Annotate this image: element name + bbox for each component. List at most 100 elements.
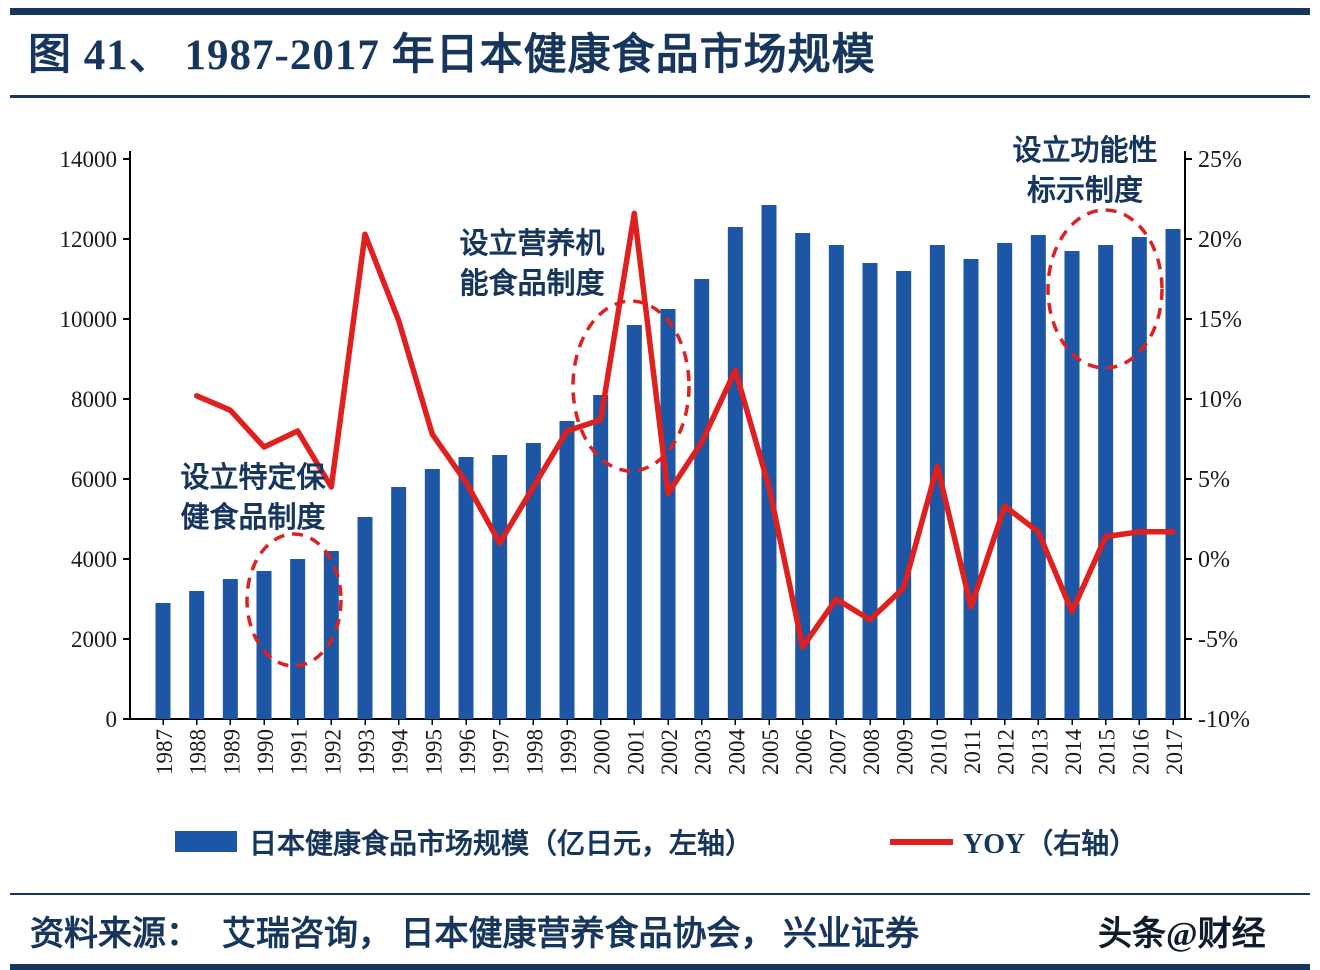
x-tick-label-2017: 2017 [1162, 729, 1187, 775]
bar-2015 [1098, 245, 1114, 719]
top-rule [10, 8, 1310, 15]
source-label: 资料来源： [30, 916, 200, 953]
bar-2007 [828, 245, 844, 719]
bar-2008 [862, 263, 878, 719]
bar-2003 [694, 279, 710, 719]
x-tick-label-2011: 2011 [960, 729, 985, 774]
bar-1988 [189, 591, 205, 719]
source-text: 艾瑞咨询， 日本健康营养食品协会， 兴业证券 [222, 916, 919, 953]
x-tick-label-2009: 2009 [893, 729, 918, 775]
left-tick-label: 0 [106, 707, 118, 732]
annotation-ellipse-0 [245, 532, 343, 668]
left-tick-label: 8000 [71, 387, 117, 412]
bar-2001 [626, 325, 642, 719]
x-tick-label-1997: 1997 [489, 729, 514, 775]
legend-bar-swatch [175, 831, 237, 852]
bottom-rule [10, 964, 1310, 970]
x-tick-label-1990: 1990 [253, 729, 278, 775]
x-tick-label-1988: 1988 [186, 729, 211, 775]
annotation-text-0: 健食品制度 [180, 500, 325, 534]
right-tick-label: 20% [1198, 227, 1242, 253]
x-tick-label-1999: 1999 [556, 729, 581, 775]
x-tick-label-2006: 2006 [792, 729, 817, 775]
x-tick-label-1998: 1998 [522, 729, 547, 775]
x-tick-label-2005: 2005 [758, 729, 783, 775]
x-tick-label-1991: 1991 [287, 729, 312, 775]
bar-1991 [290, 559, 306, 719]
right-tick-label: 5% [1198, 467, 1230, 493]
x-tick-label-2015: 2015 [1095, 729, 1120, 775]
x-tick-label-2000: 2000 [590, 729, 615, 775]
x-tick-label-2002: 2002 [657, 729, 682, 775]
bar-1989 [222, 579, 238, 719]
bar-1997 [492, 455, 508, 719]
x-tick-label-1994: 1994 [388, 729, 413, 776]
annotation-ellipse-1 [571, 299, 691, 473]
bar-2009 [896, 271, 912, 719]
bar-1987 [155, 603, 171, 719]
bar-1993 [357, 517, 373, 719]
x-tick-label-1993: 1993 [354, 729, 379, 775]
legend-bar-label: 日本健康食品市场规模（亿日元，左轴） [249, 827, 753, 860]
bar-2002 [660, 309, 676, 719]
annotation-text-1: 能食品制度 [459, 266, 604, 300]
watermark: 头条@财经 [1098, 916, 1266, 953]
x-tick-label-2003: 2003 [691, 729, 716, 775]
x-tick-label-2014: 2014 [1061, 729, 1086, 776]
bar-2013 [1030, 235, 1046, 719]
x-tick-label-2001: 2001 [623, 729, 648, 775]
figure-title: 图 41、 1987-2017 年日本健康食品市场规模 [28, 32, 876, 79]
yoy-line [193, 210, 1176, 650]
bar-2005 [761, 205, 777, 719]
right-tick-label: -10% [1198, 707, 1250, 733]
bar-2014 [1064, 251, 1080, 719]
left-tick-label: 6000 [71, 467, 117, 492]
bar-1998 [525, 443, 541, 719]
footer-divider [10, 893, 1310, 895]
x-tick-label-1996: 1996 [455, 729, 480, 775]
x-tick-label-2010: 2010 [926, 729, 951, 775]
bar-2012 [997, 243, 1013, 719]
x-tick-label-2013: 2013 [1027, 729, 1052, 775]
annotation-ellipse-2 [1046, 208, 1164, 370]
annotation-text-2: 设立功能性 [1012, 133, 1157, 167]
bar-1994 [391, 487, 407, 719]
source-row: 资料来源： 艾瑞咨询， 日本健康营养食品协会， 兴业证券 [30, 906, 919, 955]
x-tick-label-2004: 2004 [724, 729, 749, 776]
x-tick-label-1989: 1989 [219, 729, 244, 775]
bar-2016 [1131, 237, 1147, 719]
x-tick-label-2008: 2008 [859, 729, 884, 775]
left-tick-label: 4000 [71, 547, 117, 572]
bar-1992 [323, 551, 339, 719]
bar-1990 [256, 571, 272, 719]
bar-1999 [559, 421, 575, 719]
left-tick-label: 10000 [60, 307, 118, 332]
bar-2004 [727, 227, 743, 719]
right-tick-label: 10% [1198, 387, 1242, 413]
right-tick-label: 0% [1198, 547, 1230, 573]
annotation-text-0: 设立特定保 [180, 460, 326, 494]
bar-2006 [795, 233, 811, 719]
annotation-text-2: 标示制度 [1027, 174, 1143, 207]
x-tick-label-1987: 1987 [152, 729, 177, 775]
left-tick-label: 12000 [60, 227, 118, 252]
right-tick-label: 15% [1198, 307, 1242, 333]
bar-2017 [1165, 229, 1181, 719]
right-tick-label: 25% [1198, 147, 1242, 173]
left-tick-label: 2000 [71, 627, 117, 652]
bar-2011 [963, 259, 979, 719]
x-tick-label-1995: 1995 [421, 729, 446, 775]
x-tick-label-2007: 2007 [825, 729, 850, 775]
legend-line-label: YOY（右轴） [963, 827, 1137, 860]
bar-2000 [593, 395, 609, 719]
bar-1996 [458, 457, 474, 719]
x-tick-label-2016: 2016 [1128, 729, 1153, 775]
x-tick-label-2012: 2012 [994, 729, 1019, 775]
bar-2010 [929, 245, 945, 719]
title-underline-rule [10, 95, 1310, 98]
annotation-text-1: 设立营养机 [459, 226, 604, 260]
bar-1995 [424, 469, 440, 719]
x-tick-label-1992: 1992 [320, 729, 345, 775]
